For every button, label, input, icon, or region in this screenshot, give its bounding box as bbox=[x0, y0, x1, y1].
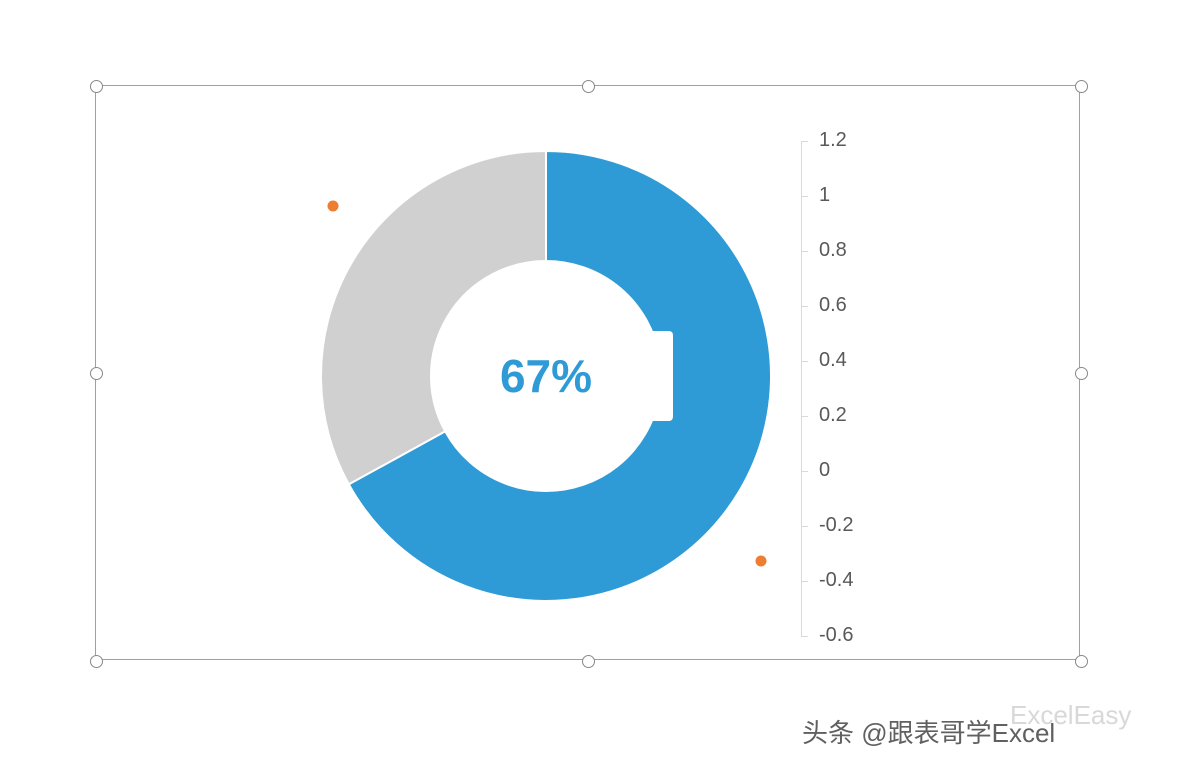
y-axis-tick-label: 1 bbox=[819, 184, 830, 207]
scatter-point bbox=[328, 201, 339, 212]
selection-handle[interactable] bbox=[1075, 80, 1088, 93]
data-label-callout bbox=[593, 331, 673, 421]
selection-handle[interactable] bbox=[582, 80, 595, 93]
y-axis-tick-mark bbox=[801, 306, 808, 307]
y-axis-tick-label: -0.2 bbox=[819, 514, 853, 537]
y-axis-line bbox=[801, 141, 802, 636]
y-axis-tick-mark bbox=[801, 196, 808, 197]
selection-handle[interactable] bbox=[90, 367, 103, 380]
scatter-point bbox=[756, 556, 767, 567]
chart-selection-box[interactable]: 67% 1.2 1 0.8 0.6 0.4 0.2 0 -0.2 -0.4 -0.6 bbox=[95, 85, 1080, 660]
selection-handle[interactable] bbox=[90, 655, 103, 668]
y-axis-tick-label: -0.4 bbox=[819, 569, 853, 592]
y-axis-tick-mark bbox=[801, 361, 808, 362]
y-axis-tick-label: 0 bbox=[819, 459, 830, 482]
y-axis-tick-mark bbox=[801, 526, 808, 527]
y-axis-tick-mark bbox=[801, 141, 808, 142]
selection-handle[interactable] bbox=[1075, 655, 1088, 668]
donut-center-label: 67% bbox=[500, 349, 592, 403]
selection-handle[interactable] bbox=[1075, 367, 1088, 380]
y-axis-tick-mark bbox=[801, 636, 808, 637]
watermark-text: 头条 @跟表哥学Excel bbox=[802, 713, 1055, 750]
y-axis-tick-label: 0.4 bbox=[819, 349, 847, 372]
y-axis-tick-mark bbox=[801, 581, 808, 582]
y-axis-tick-label: 0.8 bbox=[819, 239, 847, 262]
y-axis-tick-mark bbox=[801, 471, 808, 472]
y-axis-tick-mark bbox=[801, 251, 808, 252]
y-axis-tick-label: 0.6 bbox=[819, 294, 847, 317]
y-axis-tick-label: 0.2 bbox=[819, 404, 847, 427]
y-axis-tick-label: 1.2 bbox=[819, 129, 847, 152]
selection-handle[interactable] bbox=[582, 655, 595, 668]
chart-plot-area: 67% 1.2 1 0.8 0.6 0.4 0.2 0 -0.2 -0.4 -0.6 bbox=[96, 86, 1079, 659]
y-axis-tick-label: -0.6 bbox=[819, 624, 853, 647]
y-axis-tick-mark bbox=[801, 416, 808, 417]
selection-handle[interactable] bbox=[90, 80, 103, 93]
